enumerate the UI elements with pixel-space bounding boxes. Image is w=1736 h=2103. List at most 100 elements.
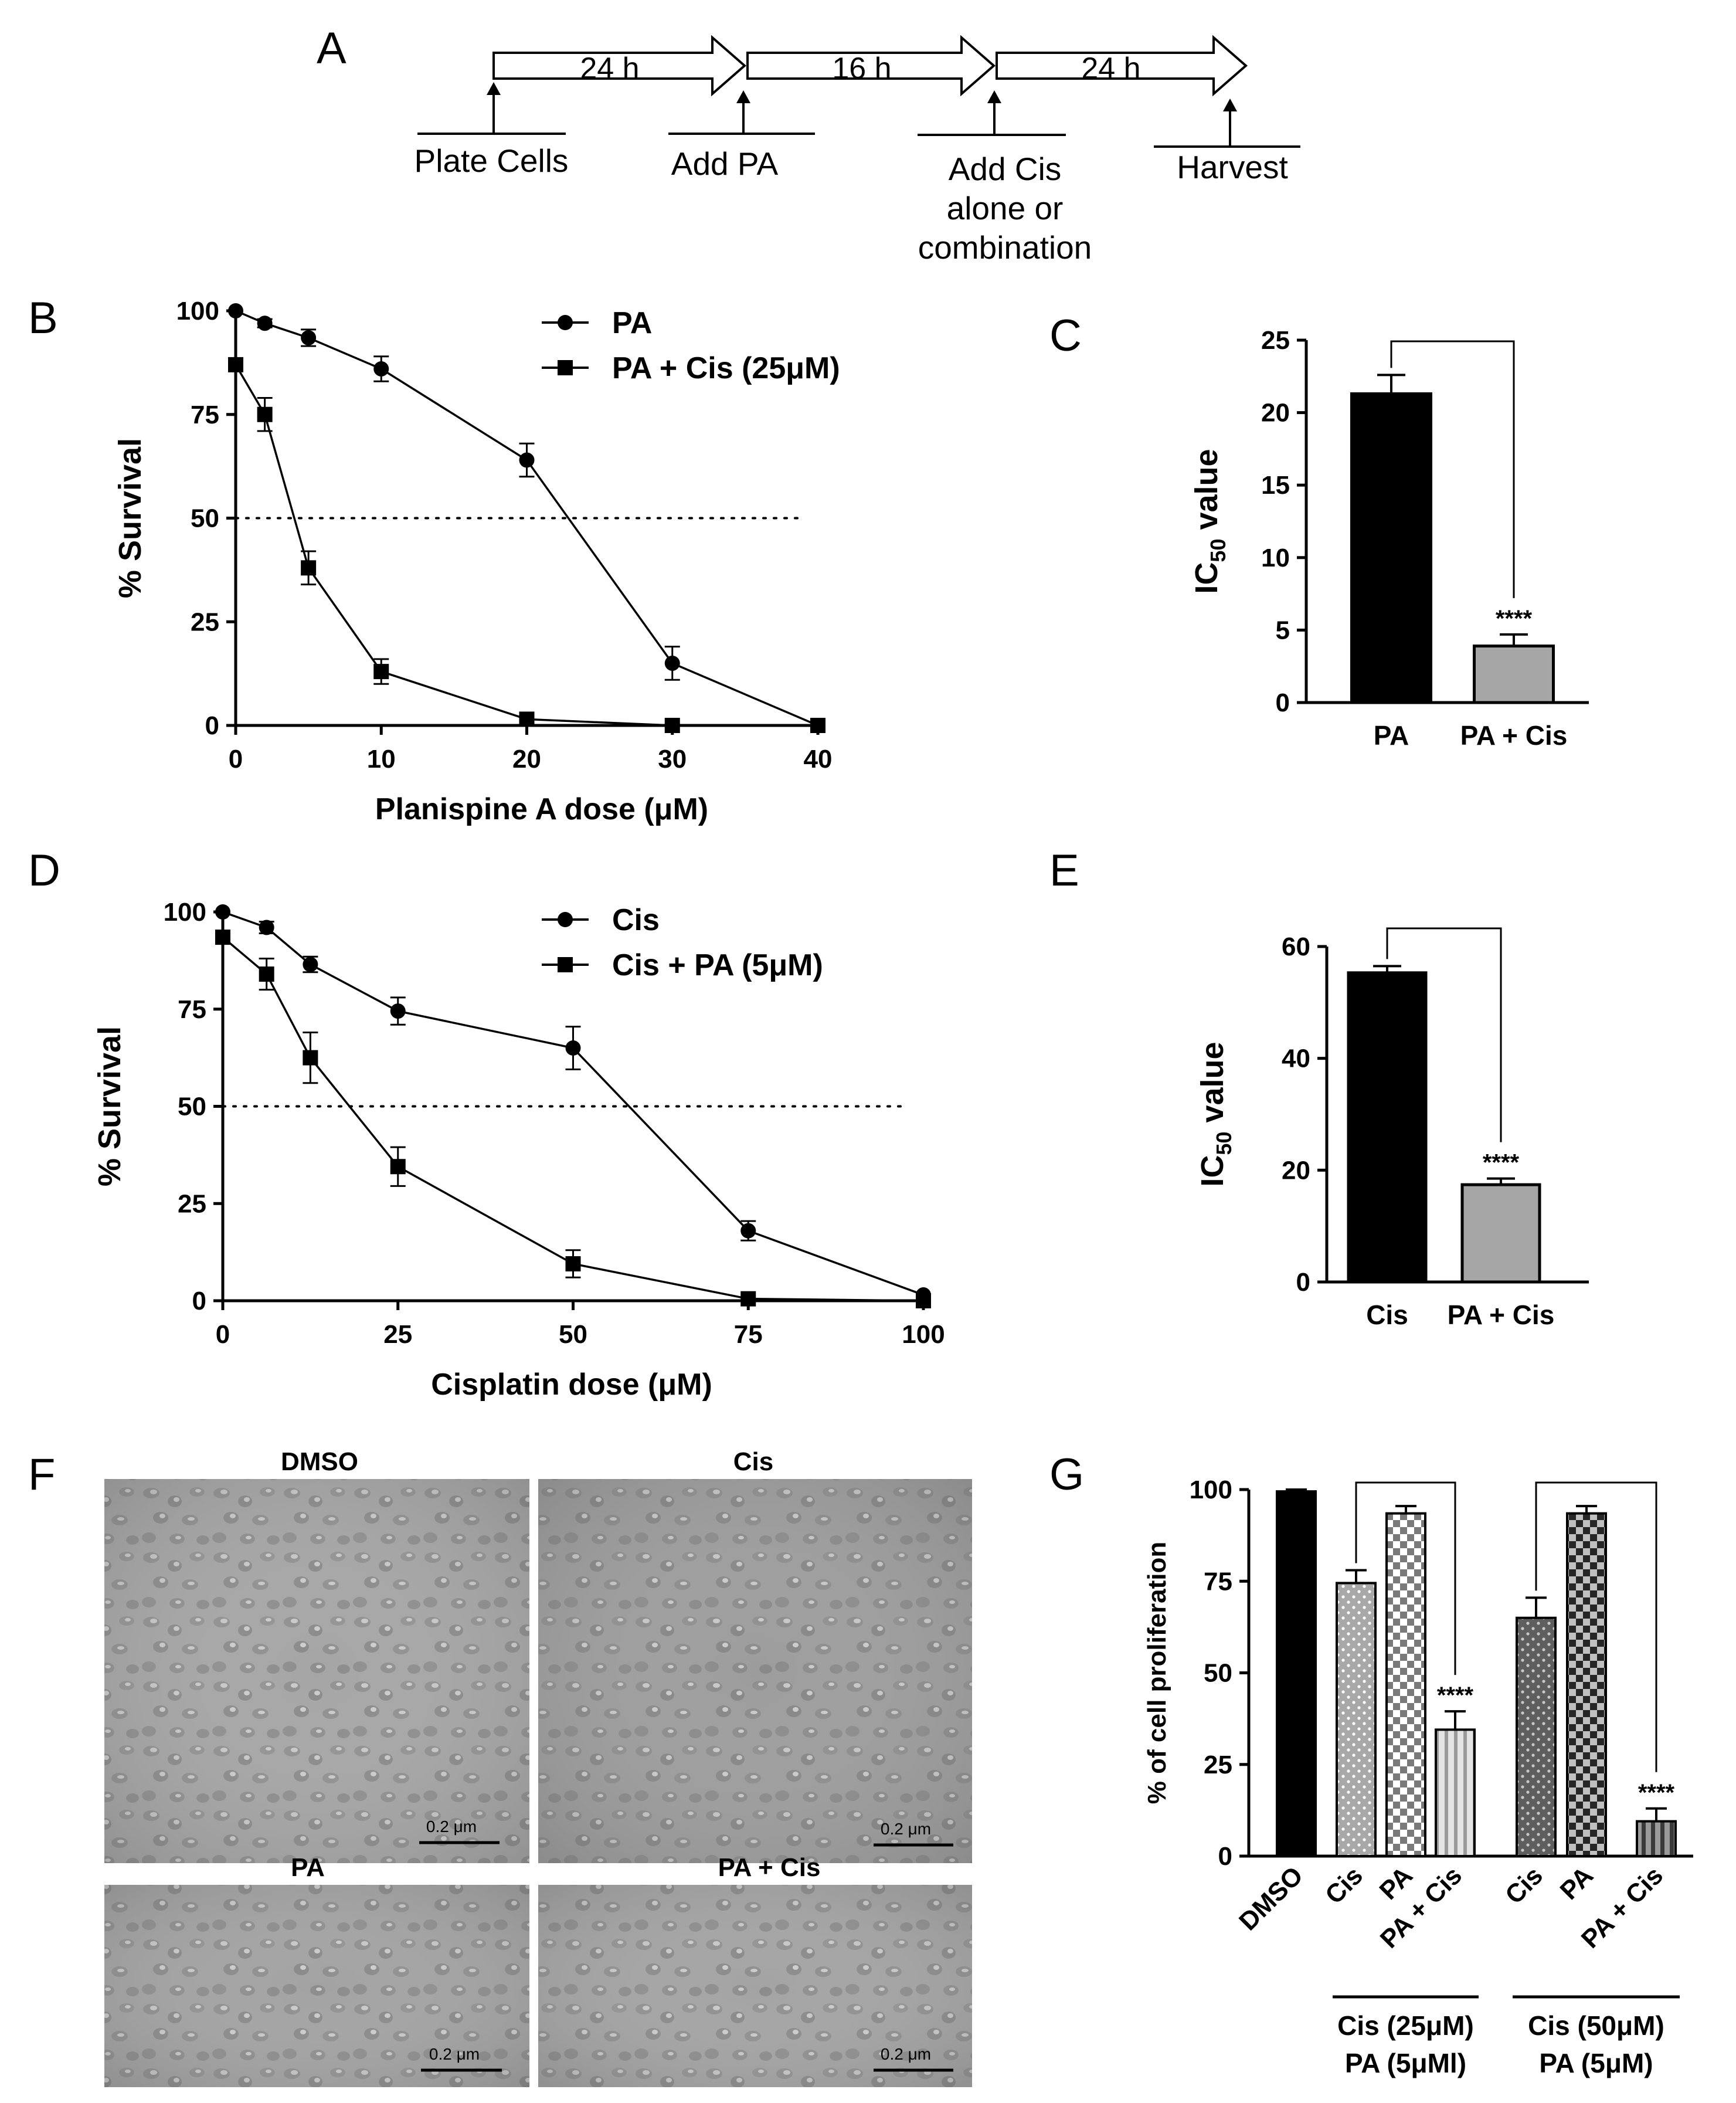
legend-marker-0	[558, 912, 573, 927]
y-tick-label: 20	[1261, 399, 1290, 428]
data-point-1-6	[810, 718, 825, 733]
legend-marker-1	[558, 957, 573, 972]
x-tick-label-0: Cis	[1366, 1300, 1408, 1330]
data-point-0-2	[303, 956, 318, 972]
y-axis-label: IC50 value	[1195, 1042, 1236, 1186]
scale-bar-label-pa: 0.2 μm	[429, 2045, 480, 2063]
y-tick-label: 5	[1276, 616, 1290, 645]
data-point-1-0	[228, 357, 243, 372]
timeline-arrow-2: 16 h	[746, 35, 996, 97]
bar-3	[1435, 1728, 1476, 1857]
data-point-0-0	[228, 303, 243, 318]
bar-2	[1385, 1512, 1426, 1857]
timeline-step-add-pa	[668, 90, 815, 135]
timeline-duration-2: 16 h	[832, 52, 891, 86]
bar-1	[1460, 1183, 1541, 1284]
data-point-0-0	[215, 904, 230, 920]
group-label-0-1: PA (5μMl)	[1345, 2048, 1466, 2078]
y-tick-label: 0	[1218, 1842, 1232, 1871]
timeline-step-3-line-2: alone or	[947, 190, 1064, 226]
data-point-1-5	[740, 1291, 756, 1307]
y-tick-label: 100	[164, 898, 206, 927]
x-tick-label: 20	[512, 745, 541, 774]
timeline-step-plate-cells	[417, 82, 566, 135]
panel-letter-d: D	[28, 846, 60, 896]
y-tick-label: 10	[1261, 544, 1290, 572]
y-axis-label: % Survival	[92, 1026, 127, 1186]
panel-letter-f: F	[28, 1450, 55, 1500]
scale-bar-label-dmso: 0.2 μm	[426, 1817, 477, 1836]
chart-e-ic50-cis: 0 20 40 60 Cis PA + Cis **** IC50 value	[1195, 927, 1589, 1330]
significance-label: ****	[1496, 606, 1533, 632]
micrograph-pa: PA 0.2 μm	[104, 1853, 529, 2087]
panel-a: A 24 h 16 h 24 h Plate Cells Add PA	[317, 23, 1300, 266]
group-label-1-0: Cis (50μM)	[1528, 2010, 1664, 2041]
data-point-1-2	[301, 560, 317, 576]
micrograph-cis: Cis 0.2 μm	[538, 1447, 972, 1863]
y-axis-label: % Survival	[113, 438, 148, 598]
timeline-step-harvest	[1154, 99, 1300, 148]
panel-letter-e: E	[1049, 846, 1079, 896]
y-tick-label: 20	[1282, 1156, 1310, 1185]
data-point-1-5	[664, 718, 680, 733]
x-tick-label: 0	[229, 745, 243, 774]
y-tick-label: 100	[176, 297, 219, 325]
bar-1	[1473, 645, 1555, 704]
x-tick-label: 0	[216, 1320, 230, 1349]
x-tick-label: 100	[902, 1320, 945, 1349]
chart-d-cisplatin-survival: 0 25 50 75 100 0 25 50 75 100 Cisplatin dose (μM)%…	[92, 898, 945, 1402]
x-axis-label: Planispine A dose (μM)	[375, 792, 708, 826]
significance-label-6: ****	[1638, 1780, 1675, 1806]
bar-0	[1276, 1490, 1317, 1857]
bar-5	[1566, 1512, 1607, 1857]
timeline-arrow-1: 24 h	[492, 35, 747, 97]
timeline-step-3-line-3: combination	[918, 229, 1092, 266]
micrograph-label-pa: PA	[291, 1853, 325, 1882]
y-axis-label: % of cell proliferation	[1143, 1542, 1171, 1804]
micrograph-pa-cis: PA + Cis 0.2 μm	[538, 1853, 972, 2087]
panel-letter-g: G	[1049, 1450, 1084, 1500]
x-tick-label: 40	[804, 745, 833, 774]
series-line-1	[235, 364, 818, 727]
legend-label-1: PA + Cis (25μM)	[612, 351, 840, 385]
y-tick-label: 60	[1282, 932, 1310, 961]
y-tick-label: 0	[192, 1287, 206, 1315]
legend-label-1: Cis + PA (5μM)	[612, 948, 823, 982]
timeline-arrow-3: 24 h	[996, 35, 1248, 97]
significance-label: ****	[1483, 1150, 1520, 1176]
bar-0	[1350, 392, 1432, 704]
x-tick-label-0: PA	[1374, 720, 1409, 751]
panel-letter-a: A	[317, 23, 346, 73]
y-tick-label: 0	[1276, 688, 1290, 717]
x-axis-label: Cisplatin dose (μM)	[431, 1368, 712, 1402]
y-tick-label: 40	[1282, 1044, 1310, 1073]
legend-marker-0	[558, 315, 573, 330]
panel-letter-c: C	[1049, 311, 1082, 361]
data-point-0-1	[259, 920, 274, 935]
data-point-1-3	[390, 1159, 406, 1175]
chart-b-planispine-survival: 0 25 50 75 100 0 10 20 30 40 Planispine A dose (μM…	[113, 297, 840, 826]
significance-label-3: ****	[1437, 1683, 1474, 1708]
data-point-1-6	[916, 1293, 931, 1308]
y-tick-label: 25	[1204, 1751, 1232, 1779]
data-point-0-3	[390, 1003, 406, 1019]
timeline-step-4-line-1: Harvest	[1177, 149, 1288, 185]
y-tick-label: 25	[178, 1189, 206, 1218]
data-point-0-5	[664, 655, 680, 671]
legend-label-0: Cis	[612, 903, 660, 937]
significance-bracket-1	[1535, 1481, 1657, 1772]
micrograph-dmso: DMSO 0.2 μm	[104, 1447, 529, 1863]
x-tick-label-1: Cis	[1320, 1861, 1368, 1909]
significance-bracket-0	[1355, 1481, 1456, 1675]
panel-f: DMSO 0.2 μm Cis 0.2 μm PA 0.2 μm PA + Ci…	[104, 1447, 972, 2087]
micrograph-label-cis: Cis	[733, 1447, 773, 1476]
data-point-1-1	[259, 966, 274, 982]
data-point-0-5	[740, 1223, 756, 1239]
data-point-1-0	[215, 930, 230, 945]
scale-bar-label-pa-cis: 0.2 μm	[881, 2045, 931, 2063]
data-point-0-4	[519, 452, 535, 468]
timeline-step-3-line-1: Add Cis	[949, 151, 1062, 187]
y-tick-label: 100	[1190, 1476, 1232, 1504]
x-tick-label: 25	[383, 1320, 412, 1349]
